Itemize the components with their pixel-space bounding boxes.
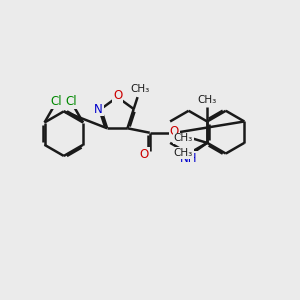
Text: N: N bbox=[94, 103, 103, 116]
Text: CH₃: CH₃ bbox=[197, 95, 217, 105]
Text: Cl: Cl bbox=[51, 95, 62, 108]
Text: O: O bbox=[113, 89, 122, 102]
Text: O: O bbox=[140, 148, 149, 161]
Text: CH₃: CH₃ bbox=[174, 148, 193, 158]
Text: O: O bbox=[170, 125, 179, 138]
Text: CH₃: CH₃ bbox=[130, 84, 150, 94]
Text: Cl: Cl bbox=[65, 95, 77, 108]
Text: NH: NH bbox=[180, 152, 197, 165]
Text: CH₃: CH₃ bbox=[174, 134, 193, 143]
